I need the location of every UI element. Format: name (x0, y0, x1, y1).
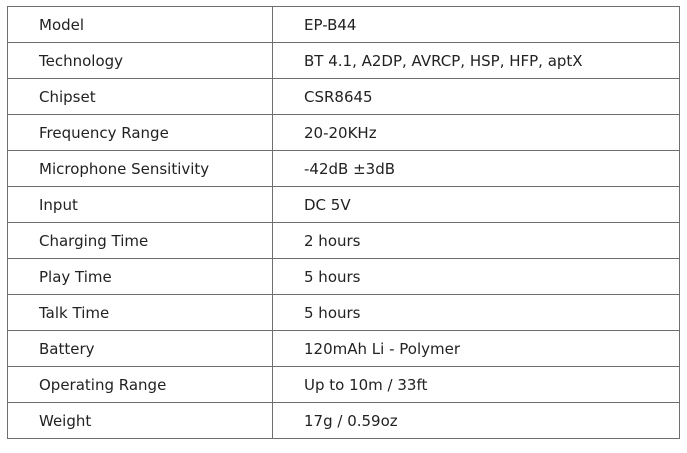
spec-row: Operating Range Up to 10m / 33ft (7, 366, 680, 403)
spec-label: Talk Time (7, 294, 273, 331)
spec-value: 5 hours (272, 294, 680, 331)
spec-label: Model (7, 6, 273, 43)
spec-value: 2 hours (272, 222, 680, 259)
spec-label: Frequency Range (7, 114, 273, 151)
spec-row: Talk Time 5 hours (7, 294, 680, 331)
spec-row: Weight 17g / 0.59oz (7, 402, 680, 439)
spec-value: 120mAh Li - Polymer (272, 330, 680, 367)
spec-label: Microphone Sensitivity (7, 150, 273, 187)
spec-row: Input DC 5V (7, 186, 680, 223)
spec-row: Charging Time 2 hours (7, 222, 680, 259)
spec-row: Chipset CSR8645 (7, 78, 680, 115)
spec-label: Play Time (7, 258, 273, 295)
spec-value: -42dB ±3dB (272, 150, 680, 187)
spec-label: Input (7, 186, 273, 223)
spec-value: 20-20KHz (272, 114, 680, 151)
spec-value: 5 hours (272, 258, 680, 295)
spec-table-body: Model EP-B44 Technology BT 4.1, A2DP, AVRCP… (7, 6, 680, 439)
spec-row: Technology BT 4.1, A2DP, AVRCP, HSP, HFP,… (7, 42, 680, 79)
spec-label: Weight (7, 402, 273, 439)
spec-row: Frequency Range 20-20KHz (7, 114, 680, 151)
spec-label: Battery (7, 330, 273, 367)
spec-value: DC 5V (272, 186, 680, 223)
spec-row: Model EP-B44 (7, 6, 680, 43)
spec-value: EP-B44 (272, 6, 680, 43)
spec-row: Play Time 5 hours (7, 258, 680, 295)
spec-row: Microphone Sensitivity -42dB ±3dB (7, 150, 680, 187)
spec-value: BT 4.1, A2DP, AVRCP, HSP, HFP, aptX (272, 42, 680, 79)
spec-label: Chipset (7, 78, 273, 115)
spec-row: Battery 120mAh Li - Polymer (7, 330, 680, 367)
spec-label: Charging Time (7, 222, 273, 259)
spec-value: 17g / 0.59oz (272, 402, 680, 439)
spec-label: Operating Range (7, 366, 273, 403)
spec-label: Technology (7, 42, 273, 79)
spec-value: CSR8645 (272, 78, 680, 115)
spec-value: Up to 10m / 33ft (272, 366, 680, 403)
spec-table: Model EP-B44 Technology BT 4.1, A2DP, AVRCP… (7, 6, 680, 439)
